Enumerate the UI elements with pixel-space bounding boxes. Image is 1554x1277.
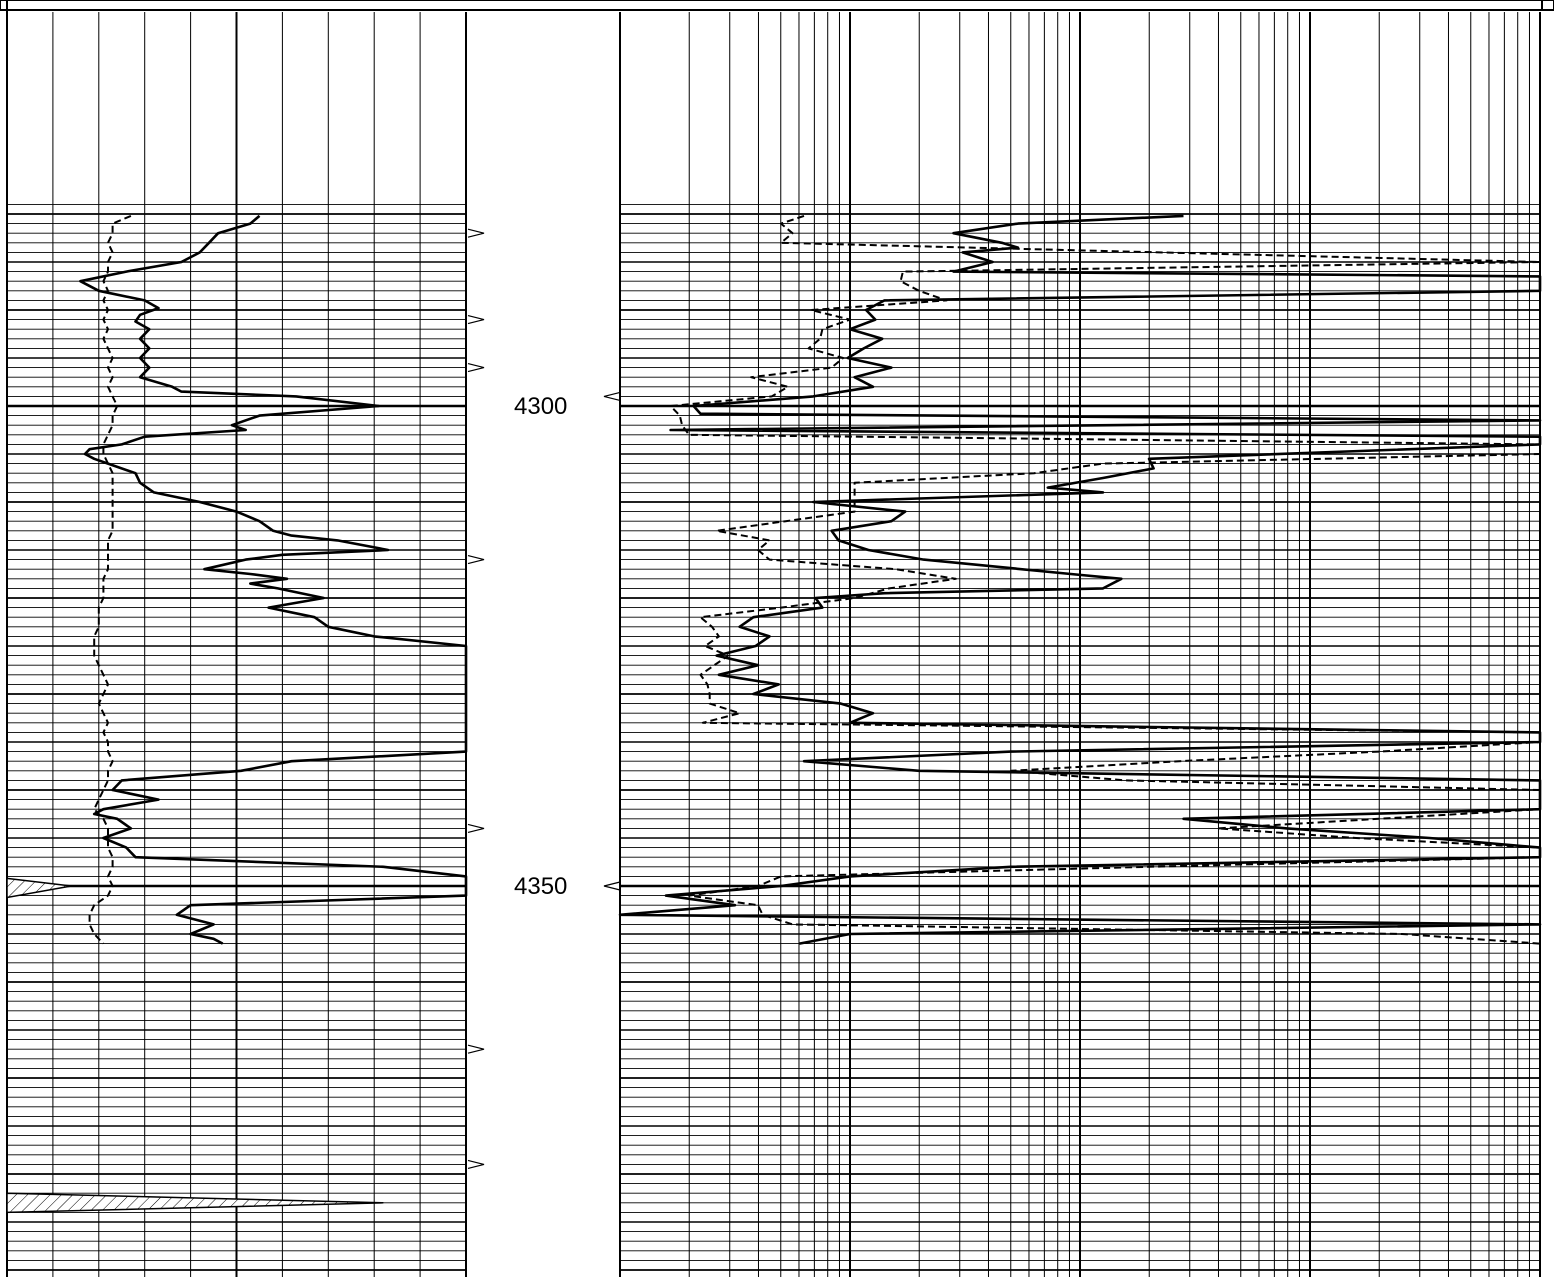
depth-tick-marker	[467, 363, 485, 373]
track-1-shading	[6, 877, 384, 1214]
top-border	[0, 0, 1554, 11]
track-2-curve-1	[618, 214, 1542, 945]
track-1-curve-1	[79, 214, 468, 945]
track-2-curves	[618, 214, 1542, 945]
depth-tick-marker	[467, 555, 485, 565]
depth-tick-marker	[467, 1044, 485, 1054]
track-2-grid	[619, 12, 1541, 1277]
depth-tick-marker	[467, 823, 485, 833]
depth-tick-marker	[467, 228, 485, 238]
depth-label-4300: 4300	[514, 393, 567, 420]
depth-tick-marker	[467, 315, 485, 325]
depth-tick-marker	[603, 881, 621, 891]
shaded-interval	[6, 1192, 384, 1214]
track-1-curves	[79, 214, 468, 945]
shaded-interval	[6, 877, 72, 899]
track-2-curve-2	[669, 214, 1541, 945]
track-1-curve-2	[88, 214, 132, 945]
depth-tick-marker	[603, 391, 621, 401]
depth-track: 4300 4350	[514, 393, 567, 900]
depth-tick-marker	[467, 1159, 485, 1169]
depth-label-4350: 4350	[514, 873, 567, 900]
track-1-grid	[6, 12, 467, 1277]
depth-markers	[7, 228, 621, 1175]
